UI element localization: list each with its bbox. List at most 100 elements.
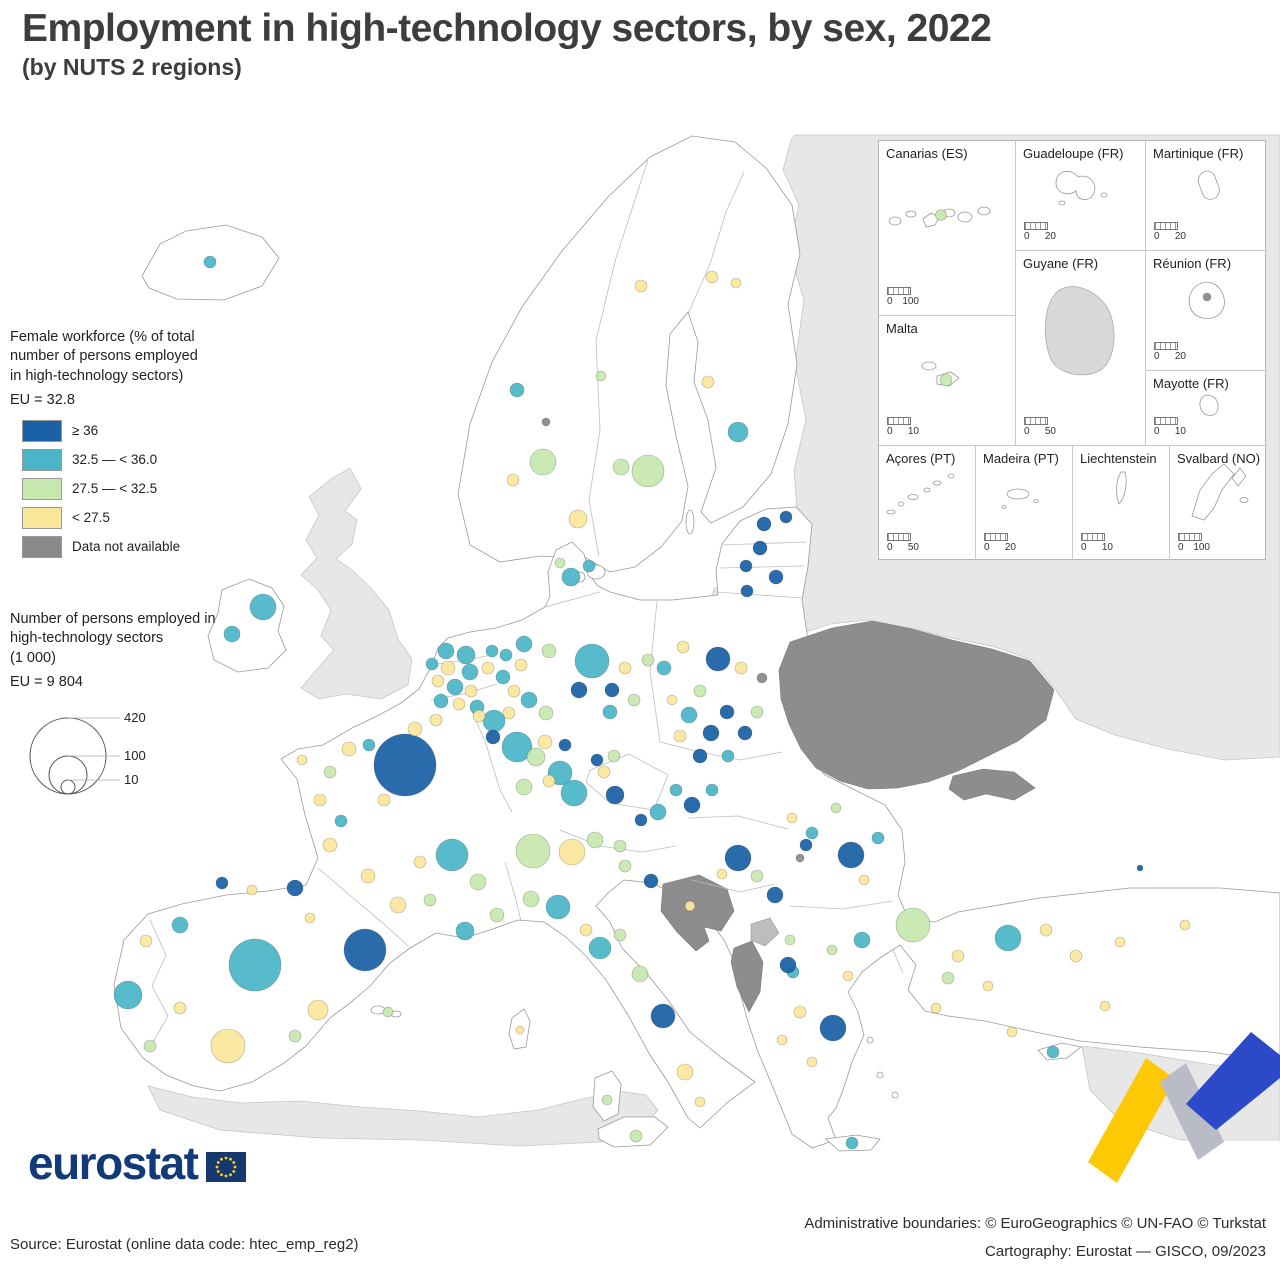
scale-max: 10: [907, 426, 919, 437]
region-bubble: [629, 1129, 643, 1143]
size-legend-circle: [48, 755, 88, 795]
size-eu-value: EU = 9 804: [10, 674, 83, 691]
region-bubble: [520, 691, 538, 709]
region-bubble: [541, 417, 551, 427]
region-bubble: [526, 747, 546, 767]
region-bubble: [779, 510, 793, 524]
region-bubble: [941, 971, 955, 985]
region-bubble: [286, 879, 304, 897]
region-bubble: [452, 697, 466, 711]
region-bubble: [756, 672, 768, 684]
country-albania: [730, 940, 764, 1013]
region-bubble: [705, 270, 719, 284]
region-bubble: [716, 868, 728, 880]
region-bubble: [734, 661, 748, 675]
pct-legend-heading: Female workforce (% of total number of p…: [10, 308, 228, 430]
region-bubble: [705, 783, 719, 797]
page-subtitle: (by NUTS 2 regions): [22, 53, 242, 80]
region-bubble: [1069, 949, 1083, 963]
island: [876, 1071, 884, 1079]
region-bubble: [666, 694, 678, 706]
inset-scalebar: 0 20: [1024, 222, 1056, 242]
region-bubble: [304, 912, 316, 924]
region-bubble: [509, 382, 525, 398]
region-bubble: [582, 559, 596, 573]
region-bubble: [1039, 923, 1053, 937]
inset-scalebar: 0 20: [984, 533, 1016, 553]
region-bubble: [737, 725, 753, 741]
region-bubble: [939, 373, 953, 387]
region-bubble: [210, 1028, 246, 1064]
region-bubble: [845, 1136, 859, 1150]
region-bubble: [429, 713, 443, 727]
inset-scalebar: 0 10: [1154, 417, 1186, 437]
region-bubble: [784, 934, 796, 946]
region-bubble: [485, 729, 501, 745]
legend-swatch: [22, 506, 62, 529]
region-bubble: [842, 970, 854, 982]
region-bubble: [561, 567, 581, 587]
region-bubble: [485, 644, 499, 658]
scale-min: 0: [887, 426, 893, 437]
region-bubble: [1114, 936, 1126, 948]
inset-mayotte: Mayotte (FR) 0 10: [1146, 371, 1267, 446]
region-bubble: [307, 999, 329, 1021]
scale-min: 0: [1024, 426, 1030, 437]
region-bubble: [795, 853, 805, 863]
inset-map-mayotte: [1199, 394, 1219, 416]
inset-canarias: Canarias (ES) 0 100: [879, 141, 1016, 316]
region-bubble: [558, 838, 586, 866]
region-bubble: [1179, 919, 1191, 931]
region-bubble: [612, 458, 630, 476]
inset-acores: Açores (PT) 0 50: [879, 446, 976, 561]
region-bubble: [607, 749, 621, 763]
region-bubble: [382, 1006, 394, 1018]
country-ukraine: [778, 620, 1055, 790]
inset-label: Guyane (FR): [1023, 256, 1099, 271]
eurostat-logo: eurostat: [28, 1136, 247, 1190]
region-bubble: [786, 812, 798, 824]
region-bubble: [1006, 1026, 1018, 1038]
inset-label: Malta: [886, 321, 918, 336]
region-bubble: [701, 375, 715, 389]
ribbon-decoration: [1088, 1032, 1280, 1183]
region-bubble: [631, 965, 649, 983]
region-bubble: [793, 1005, 807, 1019]
region-bubble: [481, 661, 495, 675]
region-bubble: [455, 921, 475, 941]
scale-min: 0: [1154, 231, 1160, 242]
region-bubble: [249, 593, 277, 621]
legend-class-label: < 27.5: [72, 510, 110, 525]
region-bubble: [288, 1029, 302, 1043]
region-bubble: [322, 837, 338, 853]
inset-label: Açores (PT): [886, 451, 956, 466]
inset-map-malta: [921, 361, 960, 387]
region-bubble: [560, 779, 588, 807]
island: [685, 509, 695, 535]
region-bubble: [776, 1034, 788, 1046]
scale-max: 10: [1101, 542, 1113, 553]
region-bubble: [693, 684, 707, 698]
region-bubble: [618, 661, 632, 675]
scale-min: 0: [984, 542, 990, 553]
region-bubble: [323, 765, 337, 779]
region-bubble: [727, 421, 749, 443]
region-bubble: [605, 785, 625, 805]
region-bubble: [597, 765, 611, 779]
region-bubble: [489, 907, 505, 923]
region-bubble: [334, 814, 348, 828]
region-bubble: [1202, 292, 1212, 302]
region-bubble: [502, 706, 516, 720]
attribution-block: Administrative boundaries: © EuroGeograp…: [804, 1210, 1266, 1266]
legend-class-row: Data not available: [22, 532, 180, 561]
region-bubble: [590, 753, 604, 767]
island: [866, 1036, 874, 1044]
region-bubble: [1046, 1045, 1060, 1059]
region-bubble: [215, 876, 229, 890]
region-bubble: [507, 684, 521, 698]
region-bubble: [650, 1003, 676, 1029]
region-bubble: [360, 868, 376, 884]
region-bubble: [377, 793, 391, 807]
region-bubble: [739, 559, 753, 573]
inset-map-canarias: [888, 206, 991, 228]
